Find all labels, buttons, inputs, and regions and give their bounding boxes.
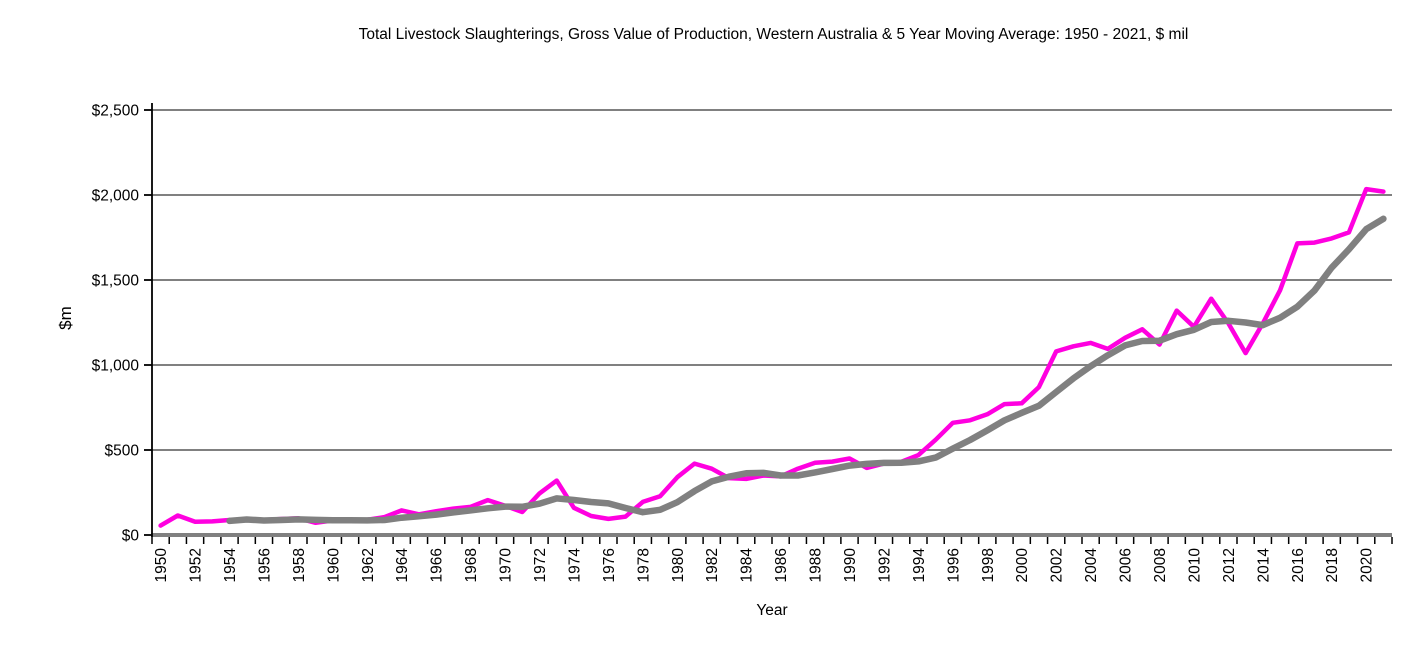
x-tick-label: 2008 xyxy=(1152,548,1169,582)
x-tick-label: 1994 xyxy=(911,548,928,583)
x-tick-label: 1980 xyxy=(670,548,687,583)
x-tick-label: 1998 xyxy=(980,548,997,582)
x-tick-label: 1956 xyxy=(256,548,273,582)
x-tick-label: 1960 xyxy=(325,548,342,583)
chart-title: Total Livestock Slaughterings, Gross Val… xyxy=(358,26,1189,43)
y-tick-label: $1,000 xyxy=(92,358,140,375)
x-tick-label: 2020 xyxy=(1359,548,1376,583)
x-tick-label: 2014 xyxy=(1255,548,1272,583)
x-tick-label: 1952 xyxy=(188,548,205,582)
x-tick-label: 1964 xyxy=(394,548,411,583)
x-tick-label: 1978 xyxy=(635,548,652,582)
y-tick-label: $500 xyxy=(105,443,140,460)
x-tick-label: 1966 xyxy=(429,548,446,582)
x-tick-label: 2018 xyxy=(1324,548,1341,582)
x-tick-label: 1950 xyxy=(153,548,170,583)
moving-average-line xyxy=(226,215,1387,525)
x-tick-label: 1982 xyxy=(704,548,721,582)
y-tick-label: $2,000 xyxy=(92,188,140,205)
y-tick-label: $1,500 xyxy=(92,273,140,290)
x-tick-label: 1986 xyxy=(773,548,790,582)
x-tick-label: 1990 xyxy=(842,548,859,583)
x-tick-label: 2004 xyxy=(1083,548,1100,583)
x-tick-label: 1958 xyxy=(291,548,308,582)
x-tick-label: 2010 xyxy=(1186,548,1203,583)
x-tick-label: 1962 xyxy=(360,548,377,582)
y-tick-label: $0 xyxy=(122,528,140,545)
x-tick-label: 2016 xyxy=(1290,548,1307,582)
x-tick-label: 1954 xyxy=(222,548,239,583)
x-tick-label: 1988 xyxy=(808,548,825,582)
x-tick-label: 1984 xyxy=(739,548,756,583)
x-tick-label: 2012 xyxy=(1221,548,1238,582)
x-tick-label: 1976 xyxy=(601,548,618,582)
x-tick-label: 1974 xyxy=(566,548,583,583)
x-tick-label: 1992 xyxy=(876,548,893,582)
x-tick-label: 2000 xyxy=(1014,548,1031,583)
x-tick-label: 1996 xyxy=(945,548,962,582)
x-tick-label: 2002 xyxy=(1049,548,1066,582)
x-tick-label: 1970 xyxy=(498,548,515,583)
x-tick-label: 1972 xyxy=(532,548,549,582)
x-axis-title: Year xyxy=(756,602,788,619)
y-tick-label: $2,500 xyxy=(92,103,140,120)
x-tick-label: 2006 xyxy=(1118,548,1135,582)
x-tick-label: 1968 xyxy=(463,548,480,582)
